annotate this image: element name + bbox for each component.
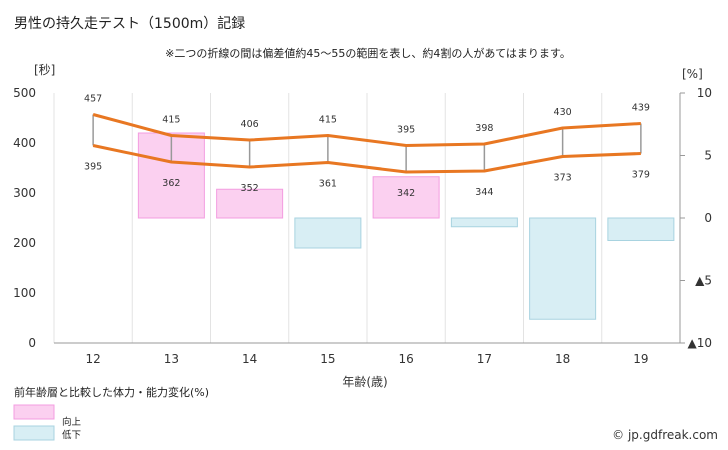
series-line — [92, 113, 641, 147]
data-label-lower: 379 — [632, 170, 650, 181]
x-tick-label: 13 — [164, 352, 179, 366]
y-left-tick-label: 200 — [13, 236, 36, 250]
legend-swatch-decline — [13, 425, 55, 441]
x-tick-label: 14 — [242, 352, 257, 366]
y-left-label: [秒] — [34, 63, 55, 77]
series-line — [92, 144, 641, 174]
change-bar — [607, 217, 675, 241]
y-left-tick-label: 500 — [13, 86, 36, 100]
change-bar — [450, 217, 518, 228]
data-label-lower: 362 — [162, 178, 180, 189]
data-label-lower: 344 — [475, 187, 493, 198]
change-bar — [216, 188, 284, 219]
data-label-upper: 395 — [397, 125, 415, 136]
y-left-tick-label: 400 — [13, 136, 36, 150]
data-label-upper: 415 — [319, 115, 337, 126]
y-right-tick-label: 5 — [704, 149, 712, 163]
y-right-tick-label: 10 — [697, 86, 712, 100]
y-left-tick-label: 0 — [28, 336, 36, 350]
legend-swatch-improve — [13, 404, 55, 420]
legend-label-decline: 低下 — [62, 429, 81, 441]
y-right-tick-label: 0 — [704, 211, 712, 225]
data-label-lower: 395 — [84, 162, 102, 173]
data-label-upper: 457 — [84, 94, 102, 105]
y-right-label: [%] — [682, 67, 703, 81]
change-bar — [372, 176, 440, 219]
copyright: © jp.gdfreak.com — [612, 428, 718, 442]
legend: 前年齢層と比較した体力・能力変化(%) 向上 低下 — [13, 385, 209, 441]
data-label-upper: 415 — [162, 115, 180, 126]
x-tick-label: 12 — [85, 352, 100, 366]
data-label-upper: 398 — [475, 123, 493, 134]
x-tick-label: 19 — [633, 352, 648, 366]
x-tick-label: 17 — [477, 352, 492, 366]
data-label-lower: 373 — [554, 173, 572, 184]
chart-title: 男性の持久走テスト（1500m）記録 — [14, 15, 245, 32]
data-label-upper: 406 — [241, 119, 259, 130]
data-label-upper: 430 — [554, 107, 572, 118]
data-label-upper: 439 — [632, 103, 650, 114]
chart-subtitle: ※二つの折線の間は偏差値約45〜55の範囲を表し、約4割の人があてはまります。 — [165, 46, 571, 60]
data-label-lower: 361 — [319, 179, 337, 190]
x-axis-label: 年齢(歳) — [342, 374, 387, 389]
x-tick-label: 18 — [555, 352, 570, 366]
change-bar — [294, 217, 362, 249]
x-tick-label: 15 — [320, 352, 335, 366]
y-left-tick-label: 100 — [13, 286, 36, 300]
data-label-lower: 352 — [241, 183, 259, 194]
y-left-tick-label: 300 — [13, 186, 36, 200]
legend-title: 前年齢層と比較した体力・能力変化(%) — [14, 385, 209, 399]
y-right-tick-label: ▲5 — [695, 274, 712, 288]
x-tick-label: 16 — [398, 352, 413, 366]
data-label-lower: 342 — [397, 188, 415, 199]
plot-area: 457 415 406 415 395 398 430 439 395 362 352 361 342 3… — [13, 86, 712, 366]
change-bar — [529, 217, 597, 320]
y-right-tick-label: ▲10 — [688, 336, 713, 350]
legend-label-improve: 向上 — [62, 416, 82, 428]
